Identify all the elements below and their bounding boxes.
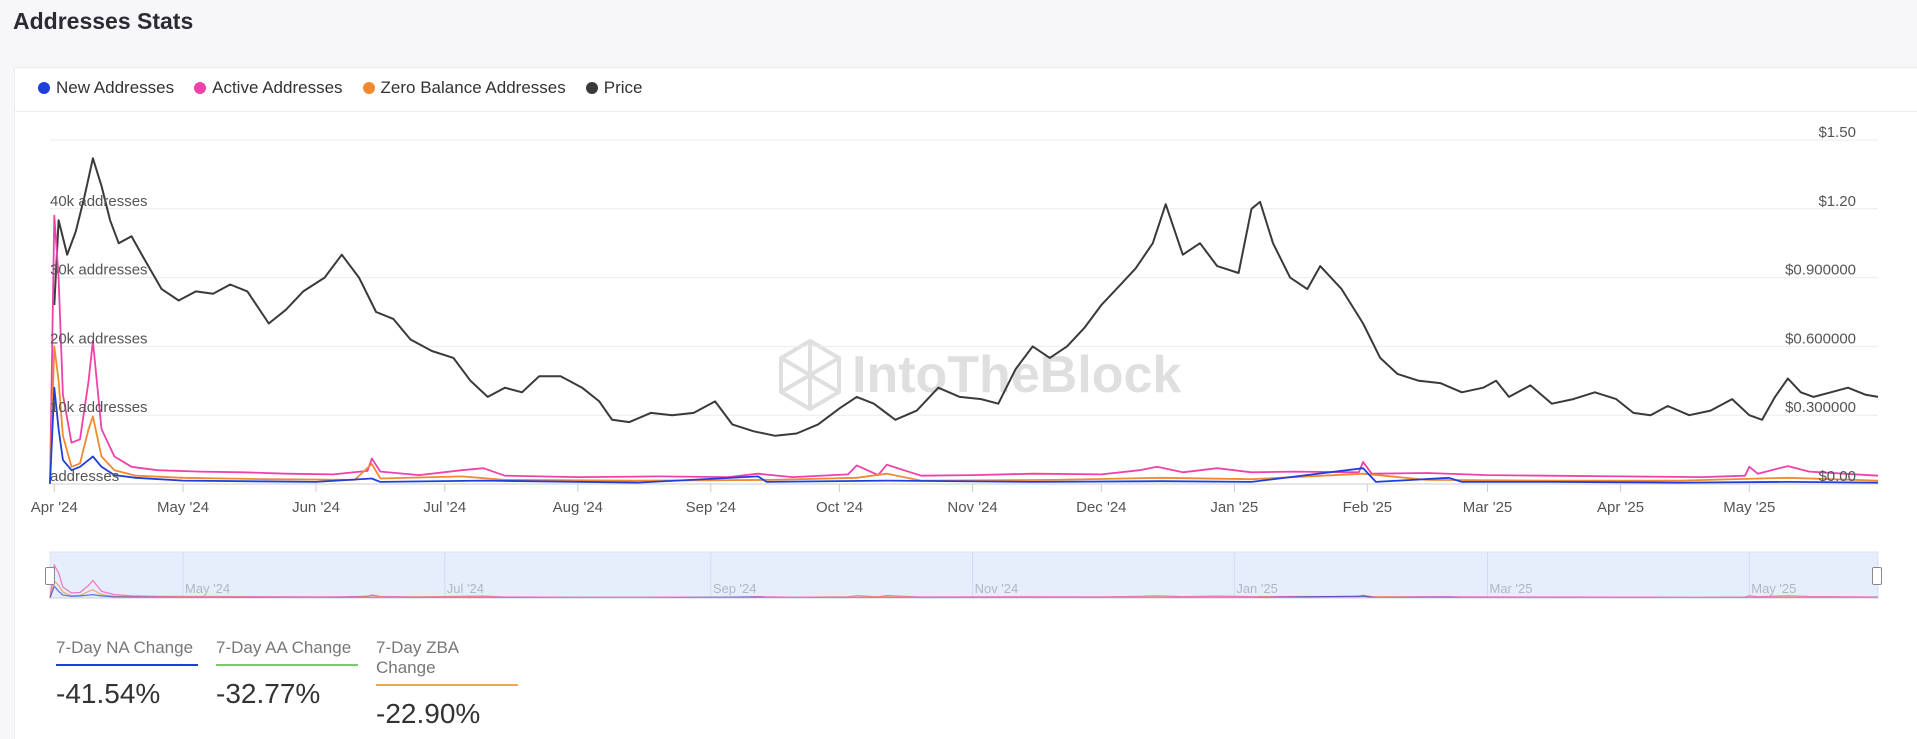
x-tick-label: Apr '24 bbox=[31, 499, 78, 516]
stat-value: -32.77% bbox=[216, 678, 321, 709]
y-left-tick-label: 20k addresses bbox=[50, 330, 148, 347]
stat-label: 7-Day NA Change bbox=[56, 638, 194, 657]
legend-label: Active Addresses bbox=[212, 78, 343, 97]
x-tick-label: Jul '24 bbox=[423, 499, 466, 516]
x-tick-label: May '25 bbox=[1723, 499, 1775, 516]
x-tick-label: May '24 bbox=[157, 499, 209, 516]
x-tick-label: Dec '24 bbox=[1076, 499, 1126, 516]
navigator-window[interactable] bbox=[49, 551, 1879, 599]
y-left-tick-label: 40k addresses bbox=[50, 193, 148, 210]
y-left-tick-label: addresses bbox=[50, 468, 119, 485]
navigator-label: May '24 bbox=[185, 581, 230, 596]
y-left-tick-label: 10k addresses bbox=[50, 399, 148, 416]
y-right-tick-label: $1.50 bbox=[1818, 124, 1856, 141]
active-addresses-dot-icon bbox=[194, 82, 207, 94]
navigator-right-handle[interactable] bbox=[1872, 567, 1882, 585]
legend-item-price[interactable]: Price bbox=[585, 78, 643, 98]
x-tick-label: Jun '24 bbox=[292, 499, 340, 516]
seven-day-stats: 7-Day NA Change -41.54% 7-Day AA Change … bbox=[56, 638, 518, 730]
series-line-new-addresses[interactable] bbox=[49, 386, 1879, 485]
new-addresses-dot-icon bbox=[38, 82, 50, 94]
navigator-label: Mar '25 bbox=[1490, 581, 1533, 596]
stat-value: -22.90% bbox=[376, 698, 481, 729]
x-tick-label: Sep '24 bbox=[686, 499, 736, 516]
series-line-price[interactable] bbox=[53, 157, 1879, 437]
legend-item-active-addresses[interactable]: Active Addresses bbox=[194, 78, 343, 98]
stat-label: 7-Day AA Change bbox=[216, 638, 352, 657]
y-right-tick-label: $1.20 bbox=[1818, 193, 1856, 210]
x-tick-label: Mar '25 bbox=[1463, 499, 1513, 516]
stat-underline bbox=[216, 664, 358, 666]
legend-divider bbox=[14, 111, 1917, 112]
x-tick-label: Feb '25 bbox=[1343, 499, 1393, 516]
navigator-label: Jul '24 bbox=[447, 581, 484, 596]
legend-label: Price bbox=[603, 78, 643, 97]
x-tick-label: Apr '25 bbox=[1597, 499, 1644, 516]
x-tick-label: Jan '25 bbox=[1210, 499, 1258, 516]
stat-underline bbox=[56, 664, 198, 666]
series-line-active-addresses[interactable] bbox=[49, 214, 1879, 485]
y-right-tick-label: $0.600000 bbox=[1785, 330, 1856, 347]
x-tick-label: Nov '24 bbox=[947, 499, 997, 516]
x-tick-label: Aug '24 bbox=[553, 499, 603, 516]
series-line-zero-balance-addresses[interactable] bbox=[49, 345, 1879, 485]
navigator-left-handle[interactable] bbox=[45, 567, 55, 585]
addresses-stats-chart[interactable]: IntoTheBlock $0.00 $0.300000 $0.600000 $0.9… bbox=[0, 0, 1917, 620]
navigator-label: May '25 bbox=[1751, 581, 1796, 596]
stat-value: -41.54% bbox=[56, 678, 161, 709]
legend-label: Zero Balance Addresses bbox=[380, 78, 566, 97]
stat-underline bbox=[376, 684, 518, 686]
stat-zba-change[interactable]: 7-Day ZBA Change -22.90% bbox=[376, 638, 518, 730]
legend-item-new-addresses[interactable]: New Addresses bbox=[38, 78, 174, 98]
zero-balance-addresses-dot-icon bbox=[362, 82, 375, 94]
stat-na-change[interactable]: 7-Day NA Change -41.54% bbox=[56, 638, 198, 730]
navigator-label: Jan '25 bbox=[1236, 581, 1278, 596]
legend-item-zero-balance-addresses[interactable]: Zero Balance Addresses bbox=[362, 78, 566, 98]
price-dot-icon bbox=[585, 82, 598, 94]
navigator-label: Sep '24 bbox=[713, 581, 757, 596]
watermark-text: IntoTheBlock bbox=[852, 346, 1181, 404]
stat-aa-change[interactable]: 7-Day AA Change -32.77% bbox=[216, 638, 358, 730]
y-left-tick-label: 30k addresses bbox=[50, 262, 148, 279]
chart-card bbox=[14, 67, 1917, 739]
navigator-label: Nov '24 bbox=[975, 581, 1019, 596]
x-tick-label: Oct '24 bbox=[816, 499, 863, 516]
y-right-tick-label: $0.300000 bbox=[1785, 399, 1856, 416]
page-title: Addresses Stats bbox=[13, 8, 194, 34]
watermark-logo: IntoTheBlock bbox=[779, 338, 1181, 412]
y-right-tick-label: $0.00 bbox=[1818, 468, 1856, 485]
legend-label: New Addresses bbox=[56, 78, 175, 97]
y-right-tick-label: $0.900000 bbox=[1785, 262, 1856, 279]
stat-label: 7-Day ZBA Change bbox=[376, 638, 459, 677]
chart-legend: New Addresses Active Addresses Zero Bala… bbox=[38, 78, 642, 98]
